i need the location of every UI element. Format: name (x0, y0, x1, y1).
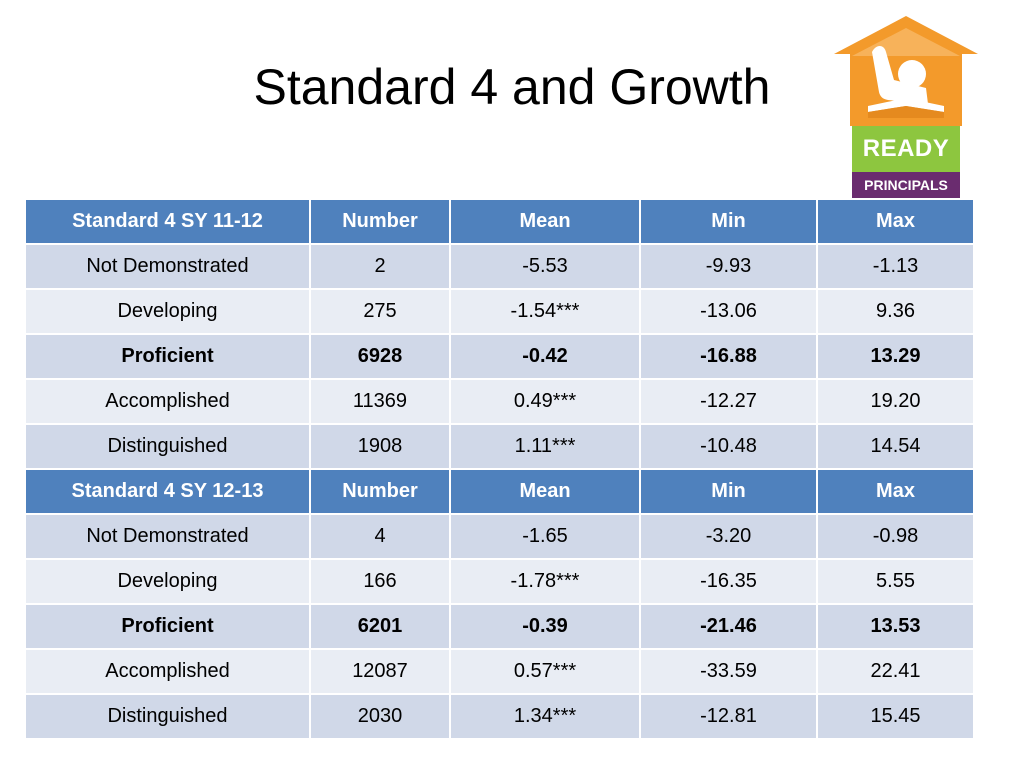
table-cell: -1.65 (449, 513, 641, 560)
table-cell: -10.48 (639, 423, 818, 470)
table-row: Proficient 6201 -0.39 -21.46 13.53 (24, 603, 975, 650)
table-cell: -33.59 (639, 648, 818, 695)
table-cell: -13.06 (639, 288, 818, 335)
table-cell: -3.20 (639, 513, 818, 560)
header-cell: Min (639, 468, 818, 515)
table-cell: -1.78*** (449, 558, 641, 605)
table-cell: -1.13 (816, 243, 975, 290)
table-cell: 166 (309, 558, 451, 605)
ready-principals-logo: READY PRINCIPALS (832, 14, 980, 200)
table-cell: 22.41 (816, 648, 975, 695)
header-cell: Mean (449, 468, 641, 515)
table-cell: Developing (24, 558, 311, 605)
table-header-row: Standard 4 SY 11-12 Number Mean Min Max (24, 198, 975, 245)
header-cell: Max (816, 468, 975, 515)
table-cell: 1.11*** (449, 423, 641, 470)
table-cell: -0.39 (449, 603, 641, 650)
table-cell: -9.93 (639, 243, 818, 290)
table-cell: 9.36 (816, 288, 975, 335)
table-row: Not Demonstrated 4 -1.65 -3.20 -0.98 (24, 513, 975, 560)
table-cell: 6928 (309, 333, 451, 380)
table-cell: 0.57*** (449, 648, 641, 695)
logo-ready-text: READY (852, 126, 960, 172)
table-cell: 4 (309, 513, 451, 560)
table-cell: -16.35 (639, 558, 818, 605)
table-row: Proficient 6928 -0.42 -16.88 13.29 (24, 333, 975, 380)
table-row: Distinguished 2030 1.34*** -12.81 15.45 (24, 693, 975, 740)
table-cell: -12.81 (639, 693, 818, 740)
table-cell: -16.88 (639, 333, 818, 380)
table-cell: -0.98 (816, 513, 975, 560)
header-cell: Mean (449, 198, 641, 245)
table-cell: Distinguished (24, 423, 311, 470)
table-cell: 14.54 (816, 423, 975, 470)
header-cell: Standard 4 SY 11-12 (24, 198, 311, 245)
growth-table: Standard 4 SY 11-12 Number Mean Min Max … (24, 198, 975, 740)
table-cell: Proficient (24, 603, 311, 650)
table-cell: -0.42 (449, 333, 641, 380)
table-cell: 275 (309, 288, 451, 335)
header-cell: Min (639, 198, 818, 245)
logo-principals-text: PRINCIPALS (852, 172, 960, 198)
table-cell: -1.54*** (449, 288, 641, 335)
table-cell: 5.55 (816, 558, 975, 605)
table-cell: -12.27 (639, 378, 818, 425)
table-cell: 2 (309, 243, 451, 290)
header-cell: Max (816, 198, 975, 245)
house-reader-icon (834, 16, 978, 126)
table-cell: 1.34*** (449, 693, 641, 740)
header-cell: Standard 4 SY 12-13 (24, 468, 311, 515)
table-row: Not Demonstrated 2 -5.53 -9.93 -1.13 (24, 243, 975, 290)
table-cell: Developing (24, 288, 311, 335)
table-cell: 13.53 (816, 603, 975, 650)
header-cell: Number (309, 198, 451, 245)
table-row: Distinguished 1908 1.11*** -10.48 14.54 (24, 423, 975, 470)
table-cell: 12087 (309, 648, 451, 695)
table-cell: 15.45 (816, 693, 975, 740)
table-cell: 11369 (309, 378, 451, 425)
table-row: Accomplished 12087 0.57*** -33.59 22.41 (24, 648, 975, 695)
table-cell: Not Demonstrated (24, 513, 311, 560)
table-cell: 19.20 (816, 378, 975, 425)
table-cell: Distinguished (24, 693, 311, 740)
table-cell: Proficient (24, 333, 311, 380)
table-cell: 13.29 (816, 333, 975, 380)
table-cell: 2030 (309, 693, 451, 740)
table-cell: -5.53 (449, 243, 641, 290)
table-cell: 6201 (309, 603, 451, 650)
table-row: Developing 166 -1.78*** -16.35 5.55 (24, 558, 975, 605)
header-cell: Number (309, 468, 451, 515)
table-header-row: Standard 4 SY 12-13 Number Mean Min Max (24, 468, 975, 515)
table-cell: Accomplished (24, 378, 311, 425)
table-cell: Accomplished (24, 648, 311, 695)
table-row: Developing 275 -1.54*** -13.06 9.36 (24, 288, 975, 335)
table-cell: Not Demonstrated (24, 243, 311, 290)
table-cell: -21.46 (639, 603, 818, 650)
table-cell: 0.49*** (449, 378, 641, 425)
table-cell: 1908 (309, 423, 451, 470)
table-row: Accomplished 11369 0.49*** -12.27 19.20 (24, 378, 975, 425)
page-title: Standard 4 and Growth (253, 59, 771, 115)
